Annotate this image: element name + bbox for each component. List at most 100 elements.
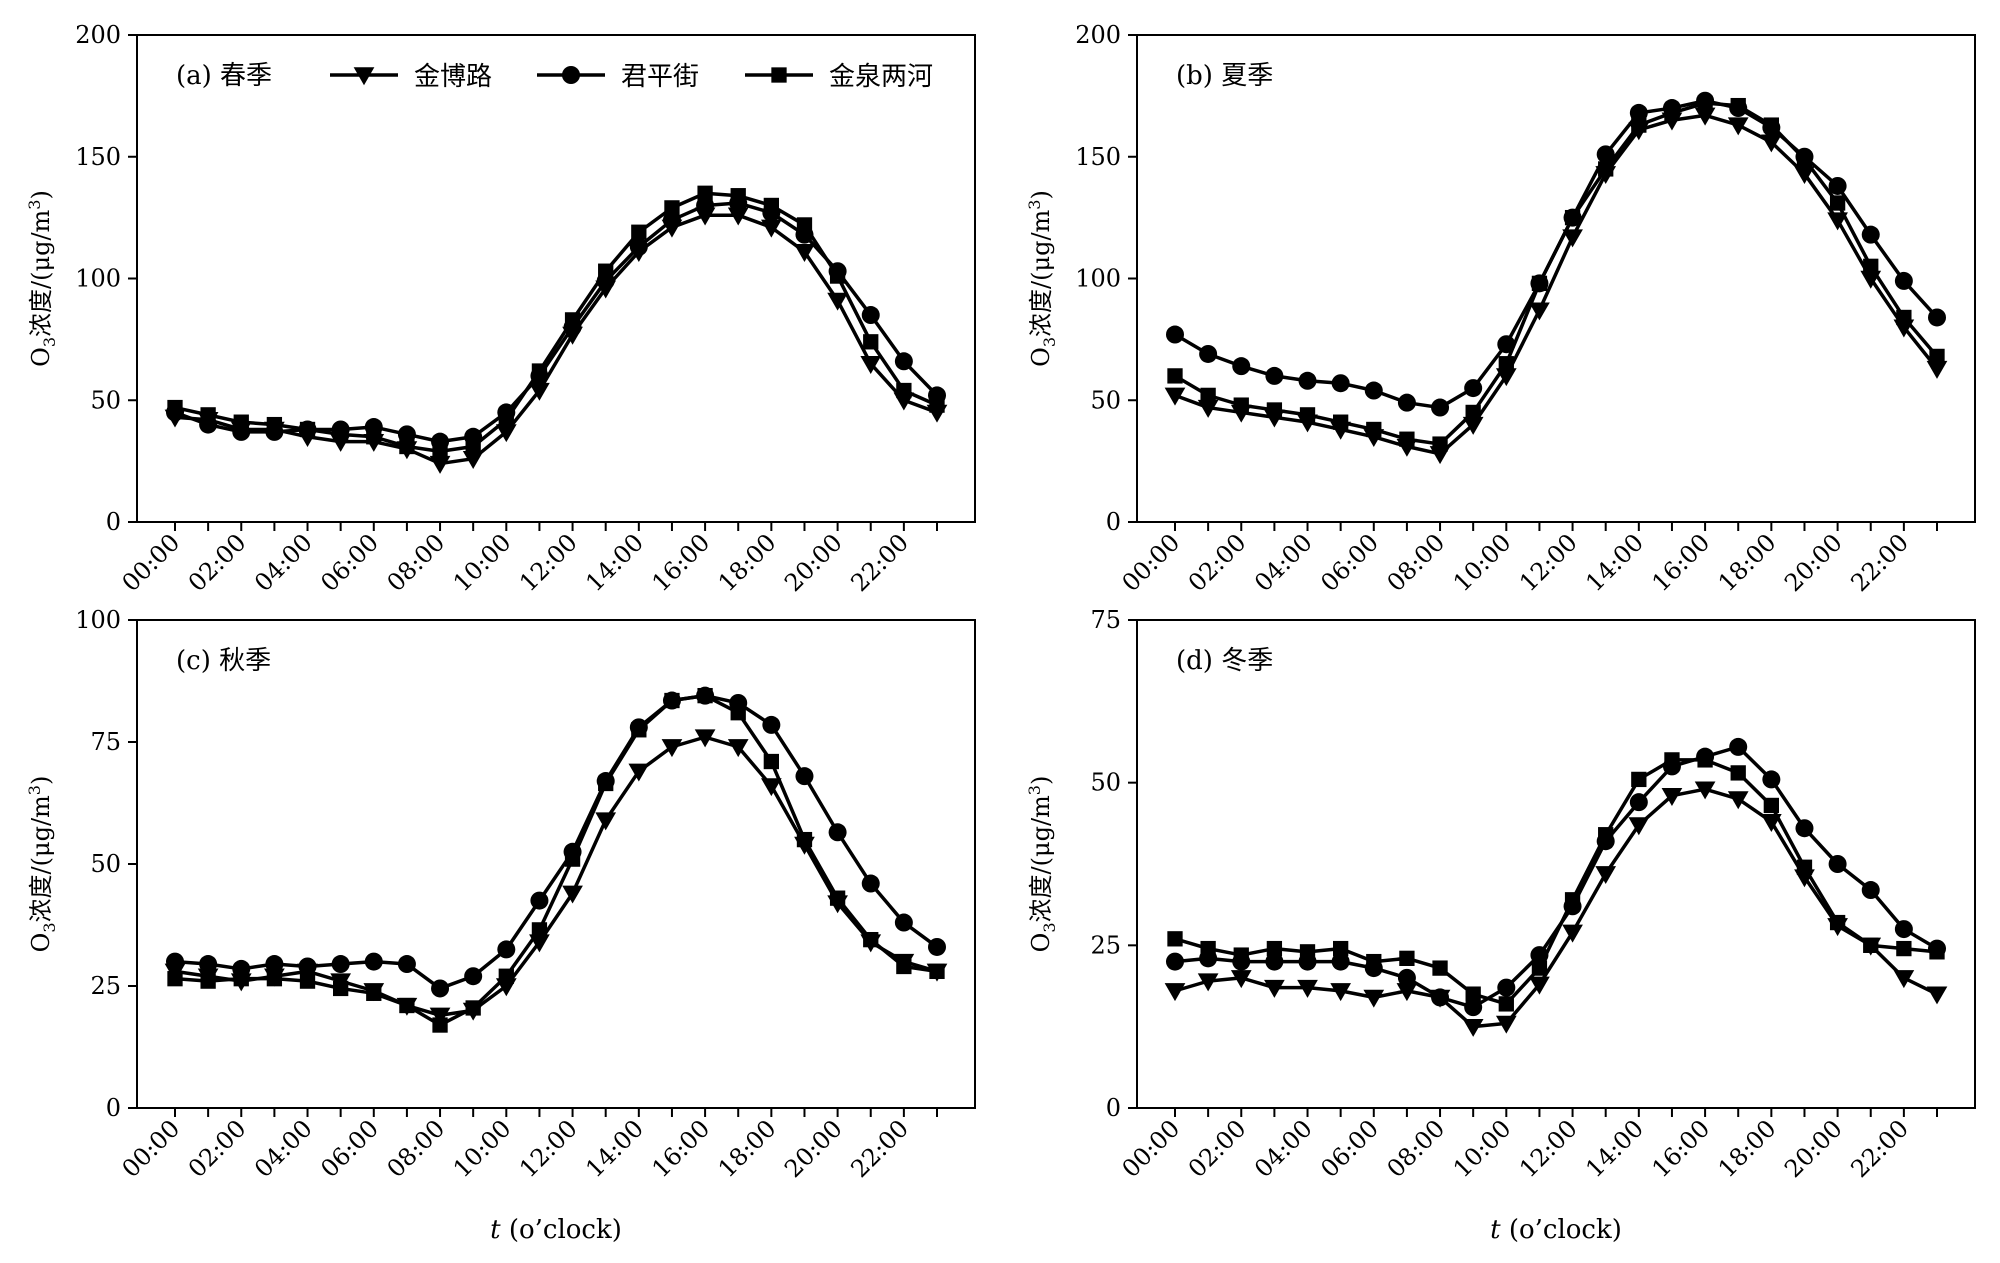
data-point (1498, 356, 1514, 372)
data-point (697, 185, 713, 201)
data-point (1363, 989, 1385, 1008)
data-point (1631, 117, 1647, 133)
data-point (1164, 983, 1186, 1002)
data-point (1894, 271, 1913, 290)
data-point (364, 952, 383, 971)
data-point (1266, 940, 1283, 957)
y-tick-label: 150 (1075, 143, 1121, 171)
data-point (664, 200, 680, 216)
x-tick-label: 06:00 (315, 528, 384, 597)
y-tick-label: 0 (1106, 508, 1121, 536)
data-point (1232, 357, 1251, 376)
data-point (1896, 940, 1912, 957)
data-point (1465, 404, 1481, 421)
data-point (860, 356, 882, 374)
x-tick-label: 06:00 (1315, 1114, 1384, 1183)
x-axis-label: t (o’clock) (1490, 1215, 1622, 1245)
x-tick-label: 14:00 (1580, 1114, 1649, 1183)
data-point (1863, 258, 1879, 274)
data-point (1230, 970, 1252, 989)
legend-label: 金博路 (414, 62, 492, 92)
data-point (1893, 970, 1915, 989)
data-point (1431, 398, 1450, 417)
data-point (1399, 431, 1415, 447)
data-point (1727, 117, 1749, 136)
y-tick-label: 25 (1090, 931, 1121, 959)
data-point (631, 722, 647, 738)
data-point (1497, 978, 1516, 997)
data-point (333, 980, 349, 997)
data-point (727, 207, 749, 226)
data-point (1264, 979, 1285, 998)
x-tick-label: 04:00 (1249, 528, 1318, 597)
series-line (1174, 113, 1939, 456)
data-point (595, 812, 617, 831)
data-point (795, 767, 814, 786)
data-point (928, 937, 946, 956)
data-point (631, 224, 647, 240)
data-point (1628, 817, 1650, 836)
data-point (828, 823, 847, 842)
data-point (529, 382, 550, 401)
data-point (1631, 771, 1647, 788)
data-point (1763, 117, 1779, 133)
data-point (562, 885, 583, 904)
x-tick-label: 12:00 (514, 1114, 583, 1183)
data-point (1166, 952, 1184, 971)
data-point (1233, 947, 1249, 963)
x-tick-label: 22:00 (845, 1114, 914, 1183)
data-point (1333, 414, 1349, 430)
series-line (174, 191, 938, 454)
x-tick-label: 00:00 (1117, 1114, 1186, 1183)
x-tick-label: 16:00 (1647, 1114, 1716, 1183)
data-point (1928, 308, 1946, 327)
x-tick-label: 04:00 (1249, 1114, 1318, 1183)
data-point (1760, 134, 1782, 153)
y-tick-label: 50 (90, 386, 121, 414)
data-point (1529, 976, 1550, 995)
data-point (1233, 397, 1249, 413)
series-2 (1166, 737, 1946, 1017)
x-tick-label: 12:00 (514, 528, 583, 597)
data-point (399, 997, 415, 1014)
x-tick-label: 18:00 (713, 528, 782, 597)
data-point (1265, 366, 1284, 385)
data-point (1827, 212, 1848, 231)
data-point (1432, 960, 1448, 976)
data-point (1727, 791, 1749, 810)
data-point (331, 955, 350, 974)
data-point (1697, 95, 1713, 111)
data-point (429, 1007, 451, 1026)
data-point (1926, 360, 1948, 379)
series-3 (167, 185, 945, 460)
data-point (861, 306, 880, 325)
legend: 金博路 君平街 金泉两河 (330, 62, 933, 92)
y-tick-label: 50 (1090, 769, 1121, 797)
data-point (366, 985, 382, 1001)
data-point (1926, 986, 1948, 1005)
y-tick-label: 200 (1075, 21, 1121, 49)
x-tick-label: 18:00 (1713, 1114, 1782, 1183)
series-line (174, 693, 939, 991)
series-line (1174, 745, 1938, 1009)
y-tick-label: 200 (75, 21, 121, 49)
x-tick-label: 02:00 (1183, 1114, 1252, 1183)
data-point (697, 687, 713, 704)
series-3 (1167, 95, 1945, 452)
x-tick-label: 16:00 (647, 1114, 716, 1183)
data-point (298, 957, 317, 976)
y-axis-label: O3浓度/(μg/m3) (1025, 776, 1059, 953)
x-tick-label: 10:00 (448, 528, 517, 597)
data-point (266, 971, 283, 987)
panel-label: (d) 冬季 (1176, 646, 1273, 676)
data-point (1399, 950, 1415, 966)
data-point (1694, 107, 1716, 126)
data-point (1763, 797, 1779, 814)
data-point (894, 352, 913, 371)
data-point (299, 973, 316, 989)
data-point (1694, 781, 1716, 800)
series-line (1174, 758, 1938, 1006)
data-point (1629, 793, 1648, 812)
data-point (929, 963, 945, 980)
x-tick-label: 18:00 (713, 1114, 782, 1183)
